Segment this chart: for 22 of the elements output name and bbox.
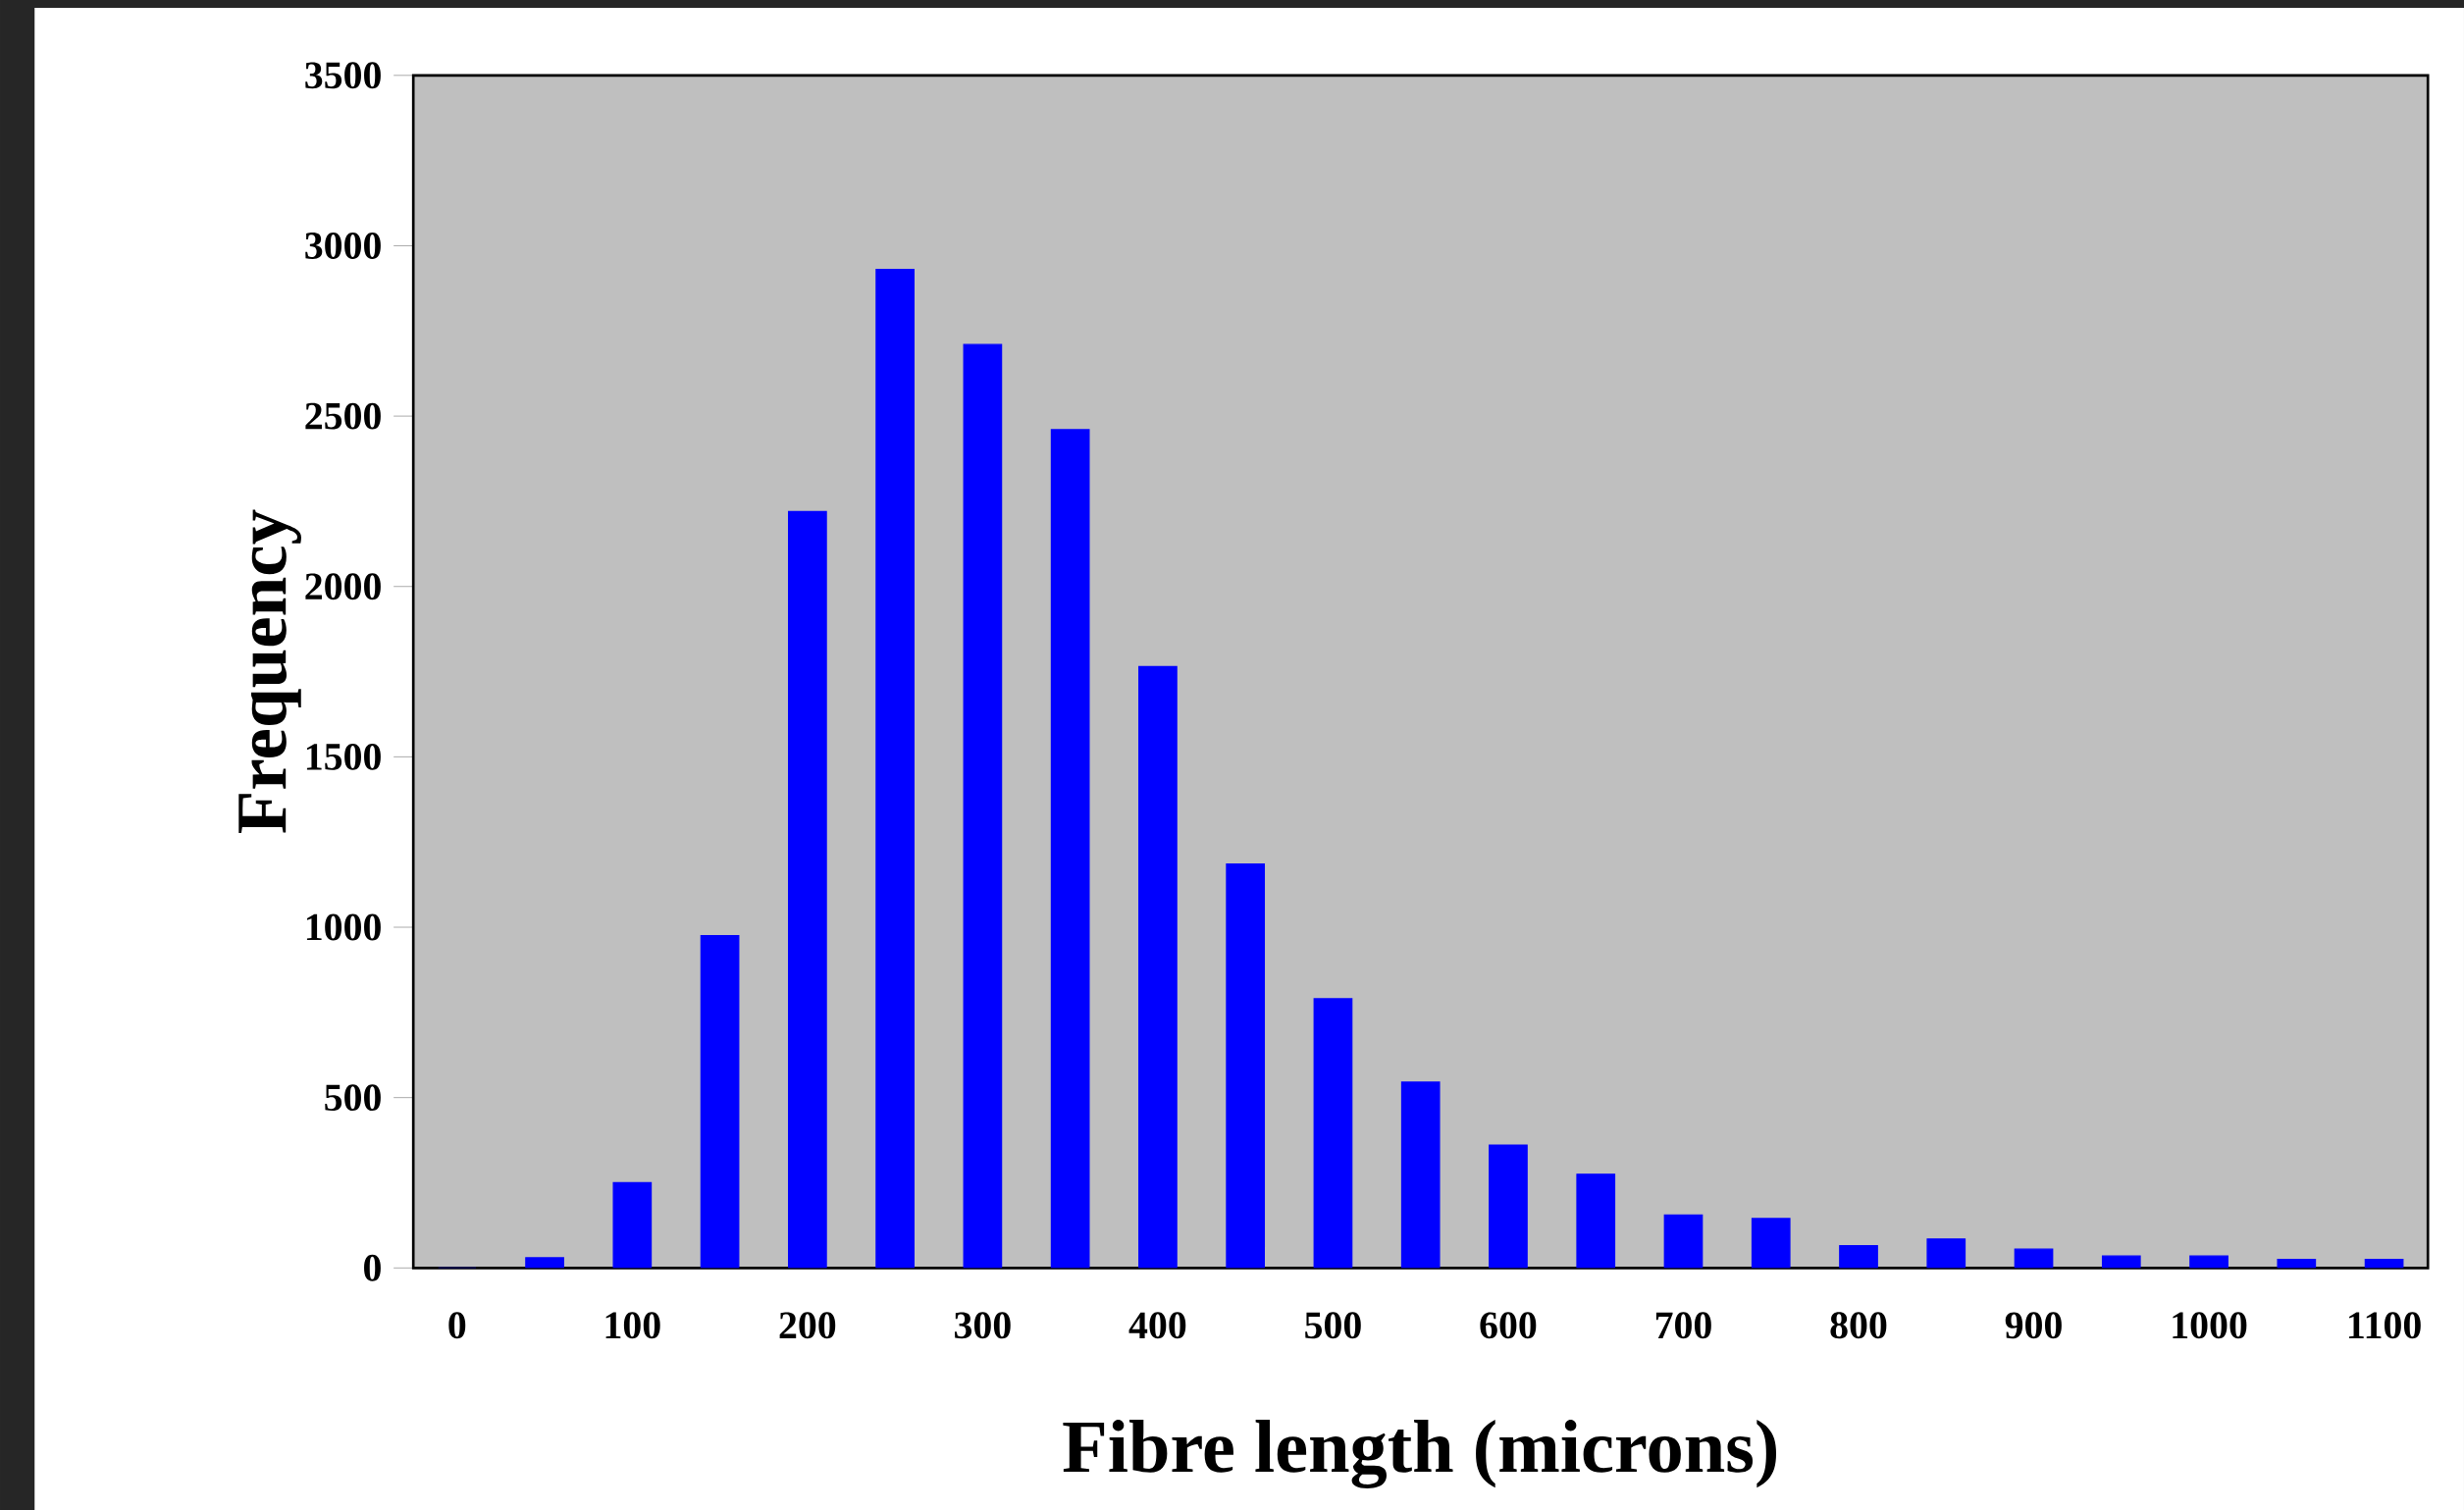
y-tick-label: 500 (325, 1084, 381, 1112)
x-tick-label: 600 (1480, 1312, 1537, 1339)
y-tick-label: 3500 (305, 62, 381, 89)
x-tick-label: 700 (1655, 1312, 1711, 1339)
x-axis-title: Fibre length (microns) (1063, 1420, 1777, 1488)
x-tick-label: 400 (1128, 1312, 1186, 1339)
x-tick-label: 100 (605, 1312, 660, 1339)
x-tick-label: 900 (2005, 1312, 2062, 1339)
y-axis-title: Frequency (238, 509, 301, 834)
x-tick-label: 500 (1305, 1312, 1361, 1339)
y-tick-label: 0 (364, 1254, 381, 1281)
x-tick-label: 0 (448, 1312, 466, 1339)
y-tick-label: 3000 (305, 233, 381, 259)
y-tick-label: 1000 (306, 913, 381, 941)
y-tick-label: 1500 (306, 743, 381, 770)
y-tick-label: 2500 (305, 402, 381, 430)
x-tick-label: 1100 (2349, 1312, 2421, 1339)
x-tick-label: 200 (779, 1312, 836, 1339)
x-tick-label: 300 (955, 1312, 1011, 1339)
y-tick-label: 2000 (305, 573, 381, 600)
x-tick-label: 1000 (2173, 1312, 2247, 1339)
x-tick-label: 800 (1830, 1312, 1887, 1339)
